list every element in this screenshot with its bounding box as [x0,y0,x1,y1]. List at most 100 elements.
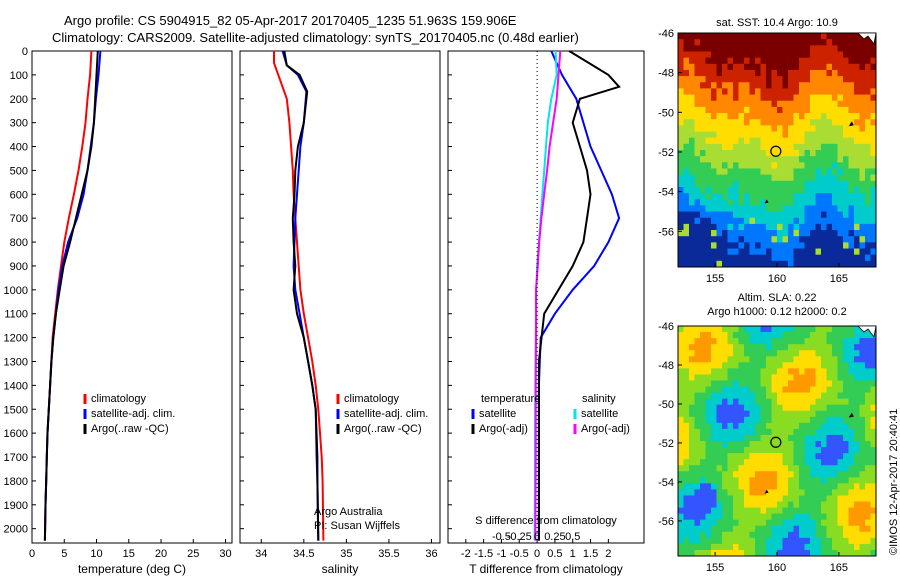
map-cell [722,374,728,381]
map-cell [843,69,849,77]
map-cell [782,338,789,345]
map-cell [854,543,860,551]
map-cell [771,260,778,268]
map-cell [711,113,717,120]
map-cell [832,519,838,527]
map-cell [848,156,855,163]
map-cell [722,39,728,46]
map-cell [716,162,723,169]
map-cell [755,447,761,454]
map-cell [804,434,811,442]
series-line-argo-raw-qc- [283,50,320,541]
map-cell [711,489,717,496]
map-cell [793,236,800,243]
map-cell [837,39,844,46]
map-cell [848,477,855,484]
map-cell [705,519,712,527]
map-cell [744,428,750,436]
map-cell [782,150,789,157]
map-cell [738,483,745,490]
map-cell [744,168,750,176]
map-cell [683,162,690,169]
map-cell [738,368,745,375]
map-cell [815,242,822,249]
map-cell [793,69,800,77]
map-cell [788,260,794,268]
map-cell [755,513,761,521]
y-tick-label: 1800 [4,476,28,488]
map-cell [755,168,761,176]
map-cell [782,186,789,194]
map-cell [749,537,756,545]
map-cell [854,69,860,77]
map-cell [837,168,844,176]
diff-legend-item-temperature: Argo(-adj) [479,423,528,435]
map-cell [749,422,756,430]
map-cell [821,260,827,268]
map-cell [826,459,833,466]
map-cell [694,422,701,430]
map-cell [694,525,701,533]
map-cell [777,156,783,163]
map-cell [815,459,822,466]
map-sla-map [678,326,877,557]
map-cell [694,428,701,436]
map-cell [793,94,800,102]
map-cell [782,236,789,243]
map-cell [727,94,734,102]
map-cell [788,88,794,95]
map-cell [854,254,860,262]
map-cell [722,125,728,132]
map-cell [777,180,783,188]
map-cell [793,386,800,393]
map-cell [738,374,745,381]
map-cell [766,69,772,77]
map-cell [788,137,794,145]
map-cell [716,441,723,448]
map-cell [689,350,695,357]
map-cell [799,211,805,219]
map-cell [815,368,822,375]
map-cell [826,338,833,345]
map-cell [837,471,844,478]
map-cell [810,199,816,206]
map-cell [859,248,866,256]
map-cell [766,63,772,71]
map-cell [832,507,838,515]
map-cell [683,150,690,157]
map-cell [865,507,871,515]
map-cell [700,242,706,249]
map-x-tick-label: 165 [830,562,848,574]
map-cell [848,33,855,40]
map-cell [760,459,767,466]
map-cell [848,453,855,460]
map-cell [804,150,811,157]
map-cell [826,374,833,381]
map-cell [859,186,866,194]
map-cell [793,350,800,357]
map-cell [771,88,778,95]
map-cell [788,217,794,225]
map-cell [837,205,844,212]
map-cell [716,57,723,65]
map-cell [705,180,712,188]
map-cell [810,326,816,333]
map-cell [843,471,849,478]
map-cell [810,447,816,454]
map-cell [711,459,717,466]
map-cell [870,356,877,363]
map-cell [782,248,789,256]
map-cell [760,519,767,527]
map-cell [771,392,778,400]
map-cell [843,45,849,52]
map-cell [716,223,723,231]
map-cell [782,398,789,406]
map-cell [678,150,684,157]
map-cell [749,471,756,478]
map-cell [799,248,805,256]
map-cell [771,453,778,460]
map-cell [744,186,750,194]
map-cell [683,106,690,114]
map-cell [815,428,822,436]
map-cell [760,113,767,120]
